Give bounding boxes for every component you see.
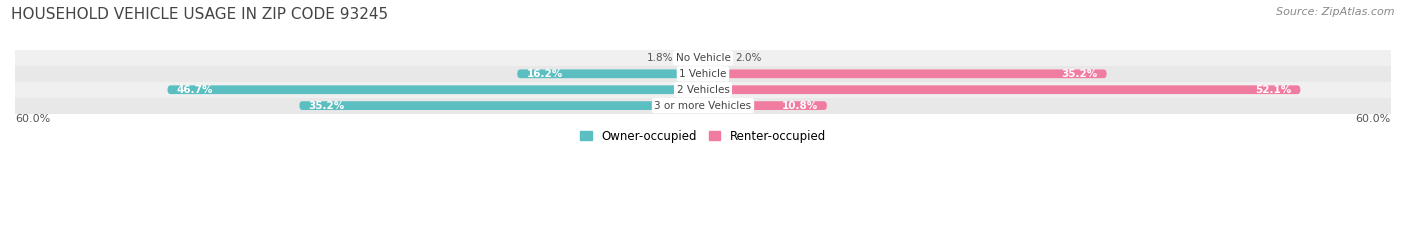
Text: 2 Vehicles: 2 Vehicles	[676, 85, 730, 95]
Bar	[15, 82, 1391, 98]
Text: 60.0%: 60.0%	[1355, 113, 1391, 123]
Text: 10.8%: 10.8%	[782, 101, 818, 111]
Bar	[15, 50, 1391, 66]
FancyBboxPatch shape	[682, 54, 703, 62]
Text: Source: ZipAtlas.com: Source: ZipAtlas.com	[1277, 7, 1395, 17]
Legend: Owner-occupied, Renter-occupied: Owner-occupied, Renter-occupied	[579, 130, 827, 143]
Text: 46.7%: 46.7%	[177, 85, 214, 95]
Text: 60.0%: 60.0%	[15, 113, 51, 123]
Text: 52.1%: 52.1%	[1256, 85, 1291, 95]
FancyBboxPatch shape	[703, 101, 827, 110]
Text: 2.0%: 2.0%	[735, 53, 762, 63]
FancyBboxPatch shape	[167, 85, 703, 94]
Text: 1 Vehicle: 1 Vehicle	[679, 69, 727, 79]
Text: 16.2%: 16.2%	[526, 69, 562, 79]
Text: 35.2%: 35.2%	[1062, 69, 1098, 79]
Text: 1.8%: 1.8%	[647, 53, 673, 63]
Bar	[15, 66, 1391, 82]
FancyBboxPatch shape	[517, 69, 703, 78]
FancyBboxPatch shape	[299, 101, 703, 110]
Text: 3 or more Vehicles: 3 or more Vehicles	[654, 101, 752, 111]
Bar	[15, 98, 1391, 113]
Text: No Vehicle: No Vehicle	[675, 53, 731, 63]
Text: HOUSEHOLD VEHICLE USAGE IN ZIP CODE 93245: HOUSEHOLD VEHICLE USAGE IN ZIP CODE 9324…	[11, 7, 388, 22]
FancyBboxPatch shape	[703, 54, 725, 62]
FancyBboxPatch shape	[703, 69, 1107, 78]
Text: 35.2%: 35.2%	[308, 101, 344, 111]
FancyBboxPatch shape	[703, 85, 1301, 94]
